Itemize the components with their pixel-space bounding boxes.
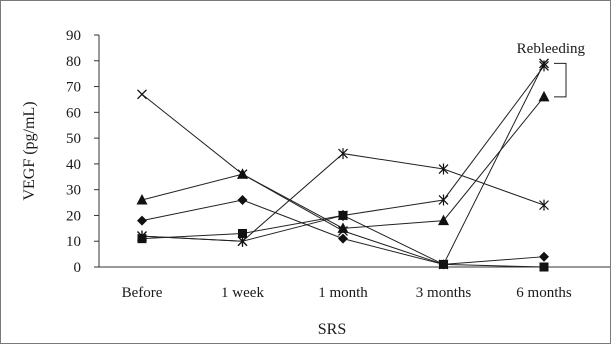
diamond-marker — [237, 194, 248, 205]
series-markers — [136, 58, 550, 272]
y-axis-ticks: 0 10 20 30 40 50 60 70 80 90 — [66, 28, 99, 276]
asterisk-marker — [237, 235, 248, 247]
axes — [98, 35, 610, 268]
y-tick-label: 80 — [66, 54, 81, 70]
asterisk-marker — [539, 199, 549, 211]
y-tick-label: 0 — [74, 260, 82, 276]
y-axis-label: VEGF (pg/mL) — [21, 101, 38, 200]
asterisk-marker — [438, 194, 449, 206]
x-tick-label: 1 month — [318, 285, 368, 301]
y-tick-label: 90 — [66, 28, 81, 44]
triangle-marker — [438, 214, 449, 226]
x-tick-label: Before — [122, 285, 163, 301]
x-tick-label: 1 week — [221, 285, 264, 301]
triangle-marker — [237, 168, 248, 179]
square-marker — [439, 259, 448, 269]
diamond-marker — [137, 215, 147, 226]
triangle-marker — [538, 90, 550, 102]
y-tick-label: 60 — [66, 105, 81, 121]
triangle-marker — [136, 193, 148, 205]
x-tick-label: 3 months — [416, 285, 472, 301]
x-tick-label: 6 months — [516, 285, 572, 301]
diamond-marker — [539, 251, 549, 262]
asterisk-marker — [338, 209, 348, 221]
asterisk-marker — [338, 148, 348, 160]
diamond-marker — [338, 233, 348, 244]
triangle-marker — [337, 222, 349, 233]
x-axis-ticks: Before 1 week 1 month 3 months 6 months — [122, 285, 572, 301]
y-tick-label: 10 — [66, 234, 81, 250]
x-axis-label: SRS — [318, 321, 346, 338]
y-tick-label: 30 — [66, 183, 81, 199]
asterisk-marker — [438, 163, 449, 175]
asterisk-marker — [137, 230, 147, 242]
y-tick-label: 70 — [66, 80, 81, 96]
rebleeding-bracket — [554, 62, 567, 98]
asterisk-marker — [539, 60, 549, 72]
x-marker — [137, 89, 147, 100]
line-chart: 0 10 20 30 40 50 60 70 80 90 Before 1 week 1 month 3… — [21, 28, 610, 338]
y-tick-label: 50 — [66, 131, 81, 147]
rebleeding-annotation: Rebleeding — [517, 41, 586, 57]
y-tick-label: 40 — [66, 157, 81, 173]
square-marker — [539, 262, 549, 272]
annotation-group: Rebleeding — [517, 41, 586, 98]
y-tick-label: 20 — [66, 208, 81, 224]
square-marker — [238, 228, 247, 238]
